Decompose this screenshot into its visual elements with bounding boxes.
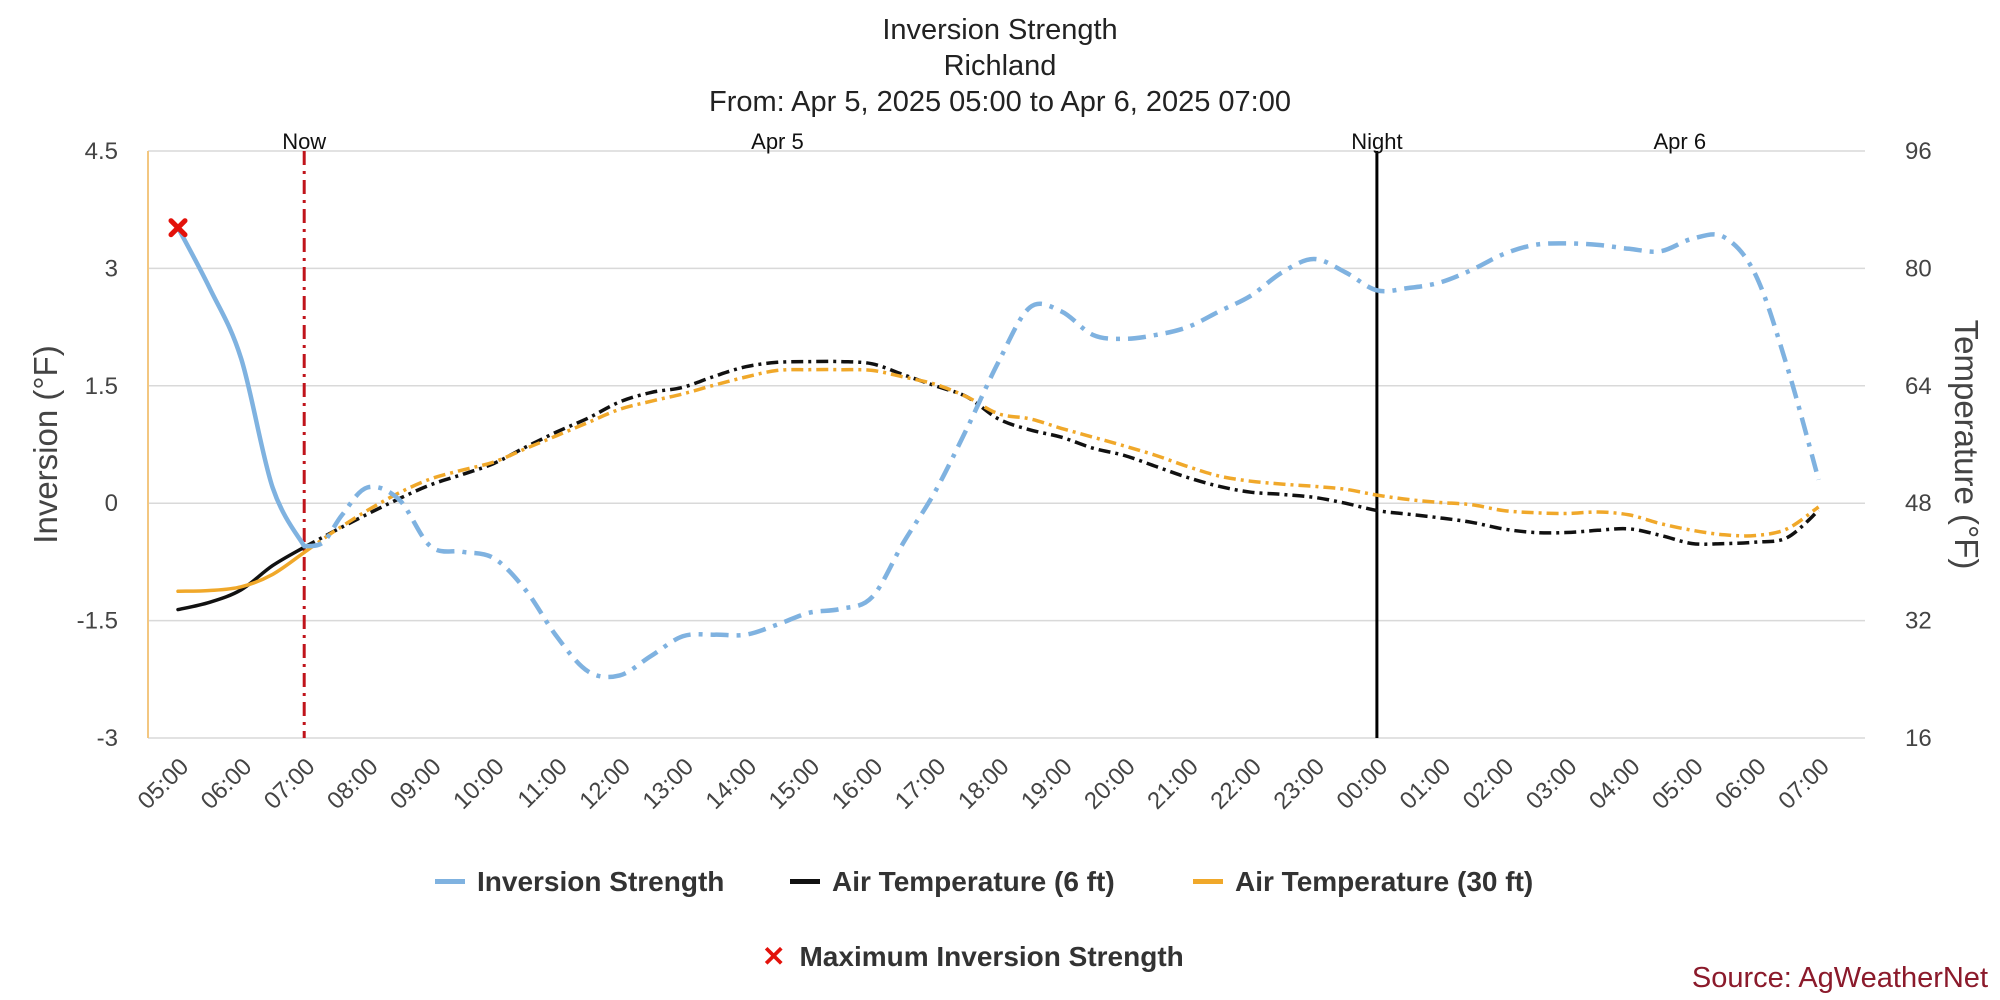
series-line-air-temperature-6-ft-forecast [303,359,1820,549]
legend-swatch-air-30ft [1193,879,1223,885]
y-left-tick-label: 0 [105,490,118,517]
y-right-tick-label: 16 [1905,725,1932,752]
legend-item-air-30ft: Air Temperature (30 ft) [1193,866,1533,898]
y-right-tick-label: 80 [1905,255,1932,282]
top-marker-label: Now [282,129,326,154]
source-credit: Source: AgWeatherNet [1691,962,1988,994]
x-tick-label: 15:00 [764,753,826,815]
x-tick-label: 14:00 [701,753,763,815]
legend-swatch-air-6ft [790,879,820,885]
legend-label-inversion: Inversion Strength [477,866,725,897]
series-line-air-temperature-30-ft-forecast [303,367,1820,554]
y-left-tick-label: -3 [97,725,118,752]
x-tick-label: 20:00 [1079,753,1141,815]
x-tick-label: 11:00 [513,753,573,813]
legend-item-max-inversion: ✕ Maximum Inversion Strength [762,940,1184,973]
legend-label-air-30ft: Air Temperature (30 ft) [1235,866,1534,897]
x-tick-label: 03:00 [1521,753,1583,815]
chart-subtitle-location: Richland [943,50,1057,82]
y-left-tick-label: 3 [105,255,118,282]
y-left-axis-title: Inversion (°F) [27,345,64,543]
x-tick-label: 13:00 [637,753,699,815]
x-tick-label: 22:00 [1205,753,1267,815]
x-tick-label: 06:00 [196,753,258,815]
y-right-tick-label: 32 [1905,608,1932,635]
legend-label-max-inversion: Maximum Inversion Strength [799,941,1184,972]
x-tick-label: 07:00 [1773,753,1835,815]
chart-title: Inversion Strength [882,14,1118,46]
x-tick-label: 21:00 [1142,753,1204,815]
y-left-tick-label: 1.5 [85,373,118,400]
series-line-air-temperature-6-ft-solid [176,545,306,612]
y-right-tick-label: 96 [1905,138,1932,165]
series-line-inversion-strength-solid [175,225,307,549]
x-tick-label: 01:00 [1395,753,1457,815]
x-tick-label: 06:00 [1710,753,1772,815]
legend-item-inversion: Inversion Strength [435,866,724,898]
y-left-tick-label: 4.5 [85,138,118,165]
y-right-tick-label: 48 [1905,490,1932,517]
x-tick-label: 16:00 [827,753,889,815]
x-tick-label: 05:00 [1647,753,1709,815]
x-tick-label: 04:00 [1584,753,1646,815]
max-inversion-marker [168,218,188,238]
x-tick-label: 02:00 [1458,753,1520,815]
top-marker-label: Apr 5 [751,129,804,154]
legend-item-air-6ft: Air Temperature (6 ft) [790,866,1115,898]
y-right-axis-title: Temperature (°F) [1948,320,1985,570]
legend-x-marker-icon: ✕ [762,941,786,972]
x-tick-label: 23:00 [1268,753,1330,815]
series-line-inversion-strength-forecast [303,232,1821,680]
y-left-tick-label: -1.5 [77,608,118,635]
x-tick-label: 12:00 [574,753,636,815]
x-tick-label: 10:00 [448,753,510,815]
x-tick-label: 19:00 [1016,753,1078,815]
x-tick-label: 17:00 [890,753,952,815]
x-tick-label: 00:00 [1332,753,1394,815]
x-tick-label: 08:00 [322,753,384,815]
top-marker-label: Apr 6 [1653,129,1706,154]
legend-label-air-6ft: Air Temperature (6 ft) [832,866,1115,897]
series-line-air-temperature-30-ft-solid [176,550,306,594]
x-tick-label: 07:00 [259,753,321,815]
x-tick-label: 18:00 [953,753,1015,815]
legend-swatch-inversion [435,879,465,885]
x-tick-label: 09:00 [385,753,447,815]
y-right-tick-label: 64 [1905,373,1932,400]
chart-subtitle-range: From: Apr 5, 2025 05:00 to Apr 6, 2025 0… [708,86,1291,118]
plot-area: 4.5 3 1.5 0 -1.5 -3 96 80 64 48 32 16 Inversion (°F)… [27,129,1985,815]
x-tick-label: 05:00 [133,753,195,815]
top-marker-label: Night [1351,129,1402,154]
